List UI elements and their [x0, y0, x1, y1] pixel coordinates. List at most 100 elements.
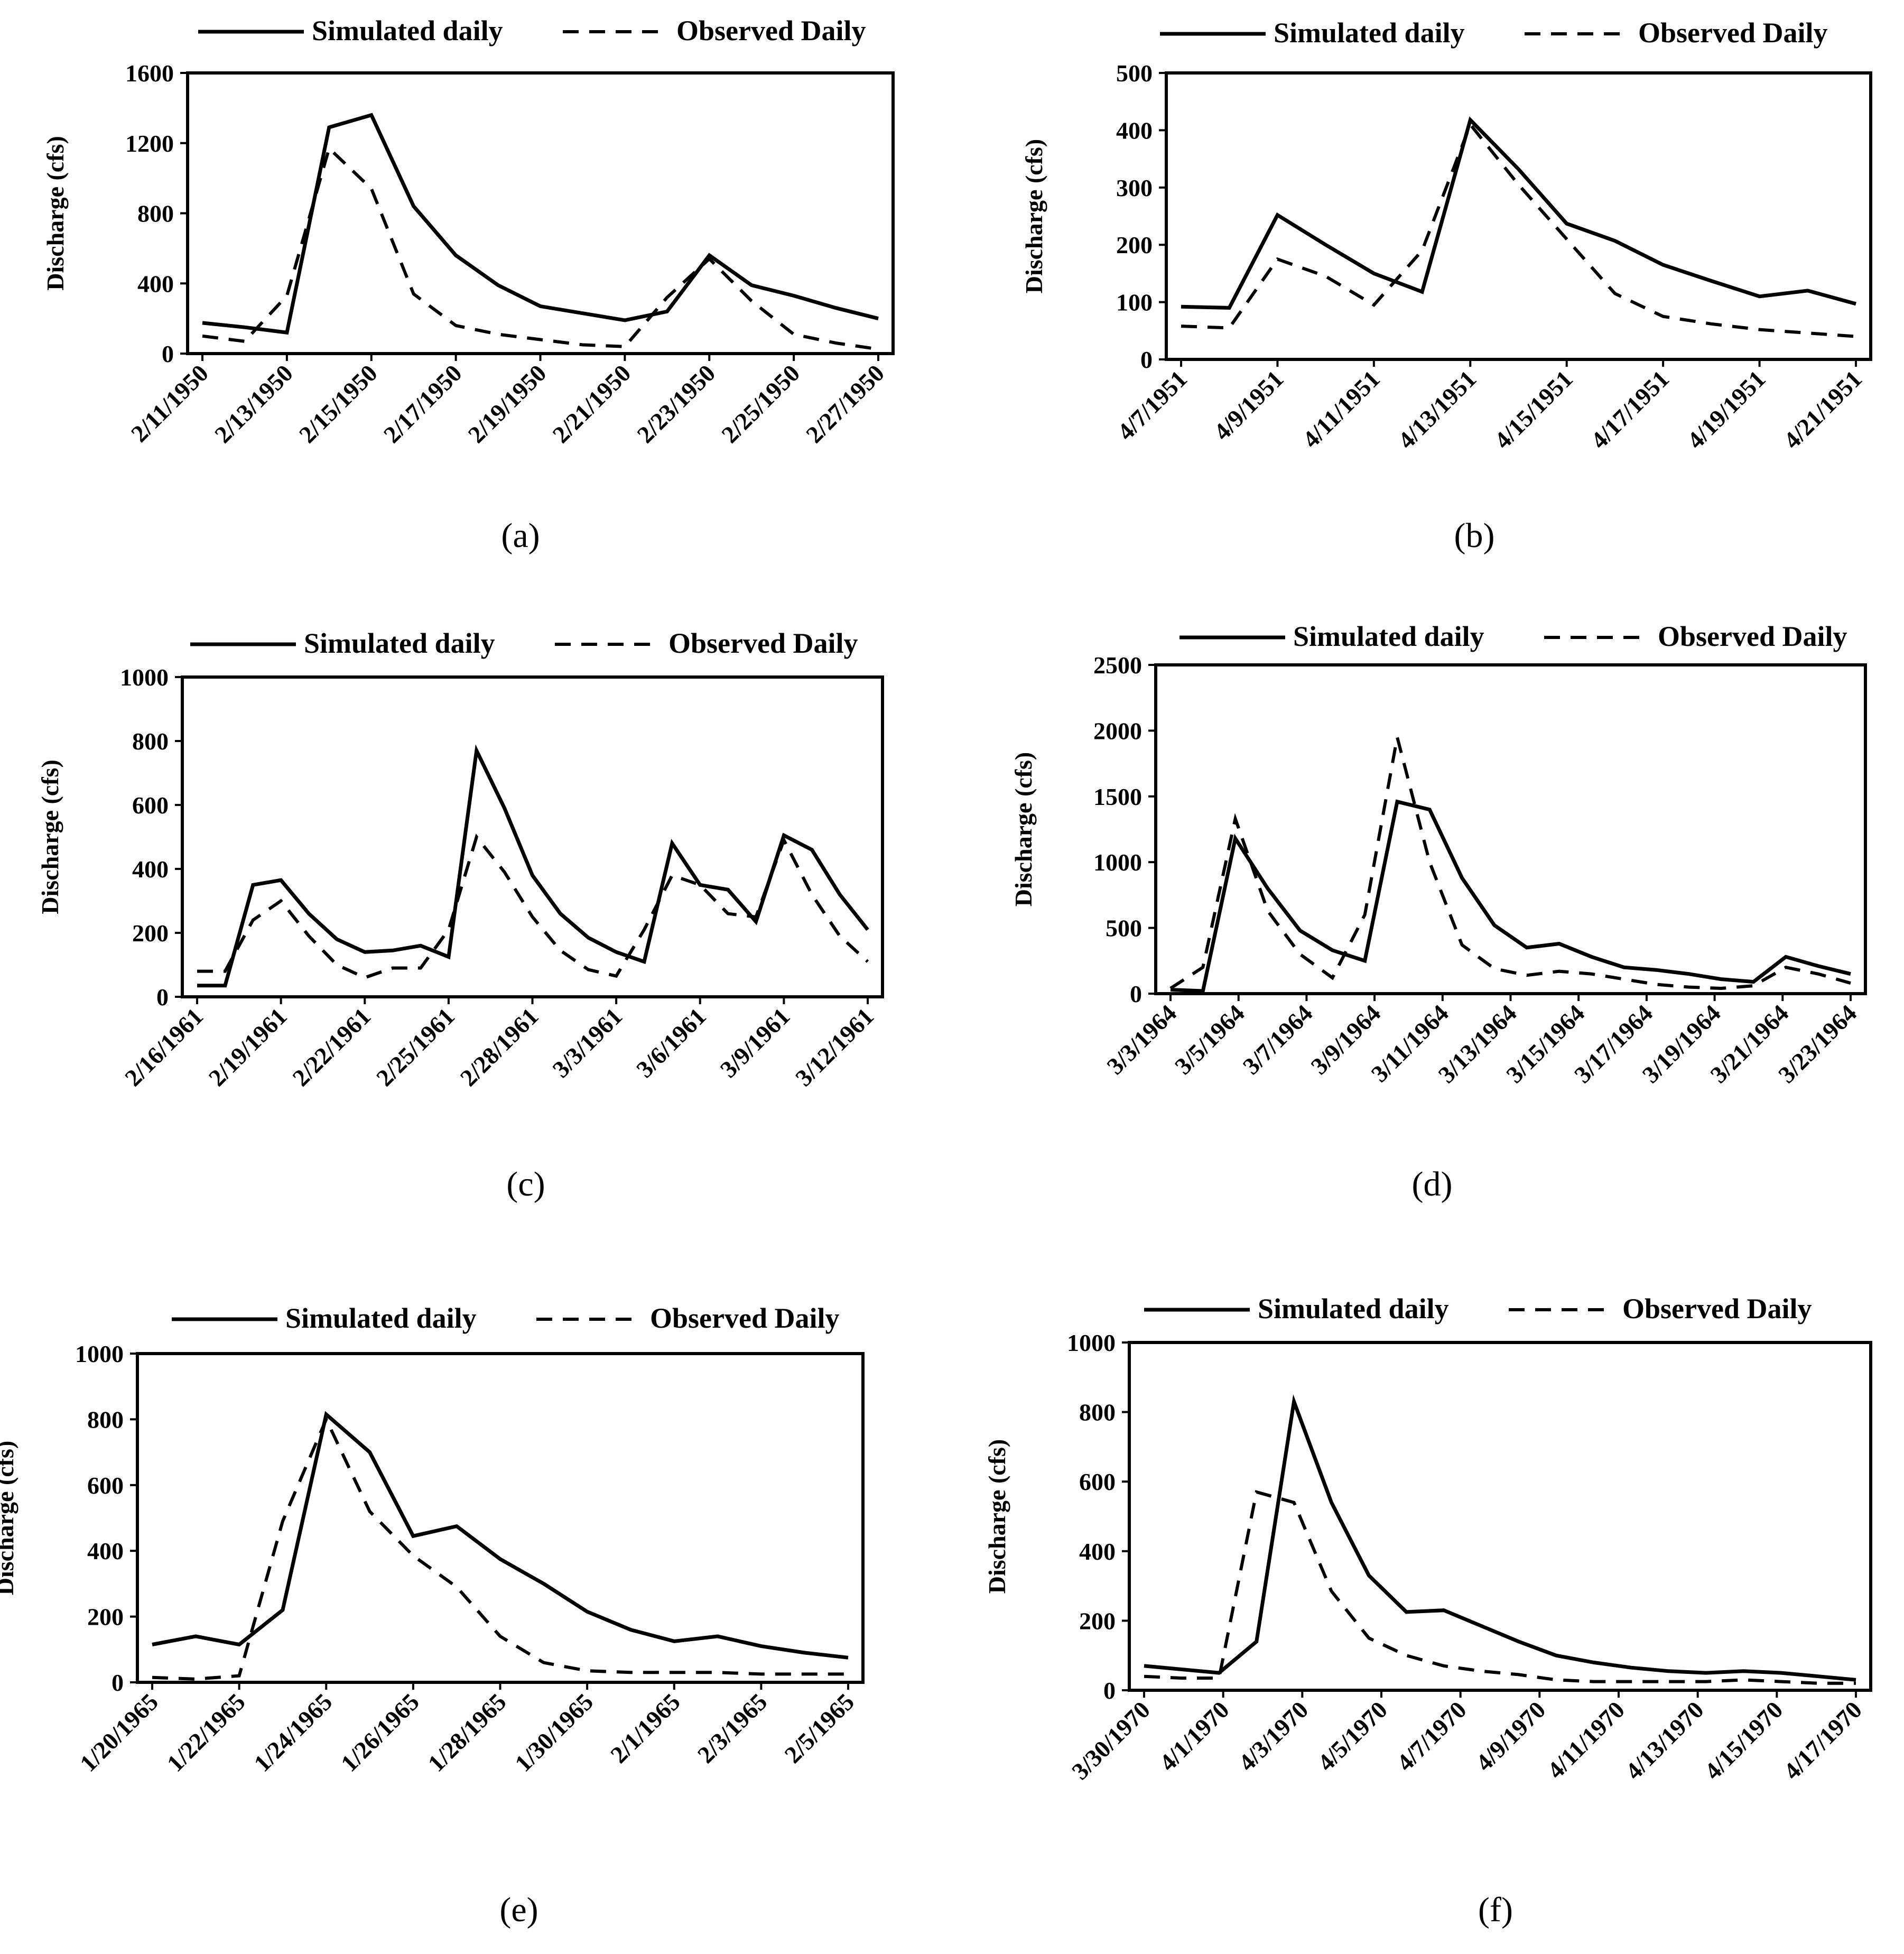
- series-line-observed: [152, 1415, 848, 1681]
- legend-label-simulated: Simulated daily: [304, 627, 495, 659]
- x-tick-label: 2/16/1961: [119, 1003, 208, 1091]
- x-tick-label: 3/12/1961: [790, 1003, 879, 1091]
- x-tick-label: 4/17/1951: [1585, 365, 1674, 454]
- y-tick-label: 0: [162, 340, 174, 367]
- y-tick-label: 1000: [120, 664, 169, 691]
- y-tick-label: 600: [132, 792, 169, 819]
- y-tick-label: 800: [137, 200, 174, 227]
- chart-panel-1: 0 400 800 1200 1600 2/11/19502/13/19502/15/19…: [42, 15, 895, 555]
- y-tick-label: 800: [87, 1406, 124, 1433]
- y-tick-label: 200: [1079, 1607, 1116, 1634]
- x-tick-label: 4/21/1951: [1778, 365, 1867, 454]
- legend-label-simulated: Simulated daily: [1293, 621, 1484, 652]
- y-tick-label: 400: [1079, 1538, 1116, 1565]
- x-tick-label: 4/7/1951: [1112, 365, 1192, 446]
- plot-frame: [1165, 71, 1872, 361]
- y-axis-label: Discharge (cfs): [36, 760, 63, 914]
- y-tick-label: 1600: [125, 60, 174, 87]
- y-tick-label: 1500: [1093, 783, 1142, 810]
- series-line-observed: [1169, 737, 1851, 990]
- chart-caption: (d): [1412, 1165, 1453, 1203]
- x-tick-label: 2/15/1950: [294, 359, 383, 448]
- x-tick-label: 4/11/1970: [1542, 1696, 1630, 1784]
- series-line-simulated: [197, 744, 869, 988]
- chart-panel-5: 0 200 400 600 800 1000 1/20/19651/22/19651/24/…: [0, 1302, 865, 1929]
- plot-frame: [136, 1352, 865, 1684]
- y-tick-label: 600: [87, 1472, 124, 1499]
- chart-caption: (f): [1478, 1891, 1513, 1929]
- y-axis-label: Discharge (cfs): [1020, 139, 1047, 294]
- legend-label-simulated: Simulated daily: [1274, 17, 1465, 49]
- x-tick-label: 3/7/1964: [1238, 999, 1318, 1080]
- x-tick-label: 2/19/1950: [463, 359, 552, 448]
- x-tick-label: 4/15/1951: [1489, 365, 1578, 454]
- y-tick-label: 200: [87, 1604, 124, 1631]
- legend-label-observed: Observed Daily: [650, 1302, 840, 1334]
- x-tick-label: 2/11/1950: [126, 359, 213, 447]
- x-tick-label: 1/30/1965: [509, 1688, 598, 1777]
- plot-frame: [1154, 663, 1867, 995]
- x-tick-label: 4/13/1970: [1620, 1696, 1709, 1785]
- x-tick-label: 2/19/1961: [203, 1003, 292, 1091]
- series-line-observed: [1144, 1490, 1856, 1685]
- plot-frame: [186, 71, 895, 355]
- x-tick-label: 2/22/1961: [287, 1003, 376, 1091]
- x-tick-label: 3/6/1961: [631, 1003, 711, 1083]
- chart-panel-4: 0 500 1000 1500 2000 2500 3/3/19643/5/19643/7/…: [1010, 621, 1867, 1203]
- chart-panel-2: 0 100 200 300 400 500 4/7/1951 4/9/1951 4/11/195…: [1020, 17, 1872, 555]
- x-tick-label: 4/1/1970: [1154, 1696, 1234, 1776]
- chart-panel-6: 0 200 400 600 800 1000 3/30/19704/1/19704/3/19…: [983, 1293, 1872, 1929]
- x-tick-label: 3/3/1961: [547, 1003, 627, 1083]
- x-tick-label: 4/3/1970: [1233, 1696, 1314, 1776]
- series-line-simulated: [1144, 1394, 1856, 1682]
- x-tick-label: 2/5/1965: [779, 1688, 859, 1768]
- x-tick-label: 4/5/1970: [1312, 1696, 1392, 1776]
- series-line-observed: [202, 145, 879, 351]
- x-tick-label: 2/28/1961: [455, 1003, 544, 1091]
- x-tick-label: 4/19/1951: [1682, 365, 1771, 454]
- x-tick-label: 2/25/1961: [371, 1003, 460, 1091]
- y-tick-label: 400: [87, 1538, 124, 1564]
- series-line-simulated: [152, 1411, 849, 1660]
- y-tick-label: 100: [1116, 289, 1153, 316]
- y-tick-label: 300: [1116, 174, 1153, 201]
- x-tick-label: 2/17/1950: [378, 359, 467, 448]
- y-tick-label: 1000: [1067, 1329, 1116, 1356]
- y-tick-label: 2000: [1093, 717, 1142, 744]
- x-tick-label: 4/7/1970: [1391, 1696, 1472, 1776]
- x-tick-label: 4/17/1970: [1778, 1696, 1867, 1785]
- x-tick-label: 1/26/1965: [336, 1688, 424, 1777]
- chart-caption: (e): [499, 1891, 538, 1929]
- y-tick-label: 2500: [1093, 652, 1142, 679]
- x-tick-label: 2/21/1950: [547, 359, 636, 448]
- y-tick-label: 1200: [125, 130, 174, 157]
- plot-frame: [1128, 1341, 1872, 1692]
- x-tick-label: 2/27/1950: [801, 359, 889, 448]
- y-tick-label: 0: [156, 984, 169, 1011]
- x-tick-label: 1/24/1965: [248, 1688, 337, 1777]
- x-tick-label: 3/5/1964: [1169, 999, 1250, 1080]
- y-tick-label: 800: [132, 728, 169, 755]
- legend-label-observed: Observed Daily: [676, 15, 866, 47]
- legend-label-observed: Observed Daily: [1622, 1293, 1812, 1325]
- y-tick-label: 600: [1079, 1468, 1116, 1495]
- x-tick-label: 1/22/1965: [162, 1688, 250, 1777]
- y-tick-label: 200: [132, 920, 169, 947]
- legend-label-observed: Observed Daily: [668, 627, 858, 659]
- y-tick-label: 500: [1116, 60, 1153, 87]
- x-tick-label: 2/25/1950: [716, 359, 805, 448]
- y-tick-label: 800: [1079, 1399, 1116, 1426]
- x-tick-label: 4/11/1951: [1297, 365, 1385, 453]
- x-tick-label: 3/3/1964: [1101, 999, 1182, 1080]
- series-line-observed: [1181, 121, 1856, 338]
- x-tick-label: 4/9/1951: [1209, 365, 1289, 446]
- y-tick-label: 500: [1106, 915, 1142, 942]
- series-line-simulated: [1181, 116, 1856, 310]
- x-tick-label: 2/3/1965: [692, 1688, 773, 1768]
- legend-label-simulated: Simulated daily: [312, 15, 503, 47]
- y-tick-label: 0: [1130, 980, 1142, 1007]
- chart-caption: (c): [506, 1165, 545, 1203]
- chart-panel-3: 0 200 400 600 800 1000 2/16/19612/19/19612/22/…: [36, 627, 884, 1203]
- x-tick-label: 4/9/1970: [1471, 1696, 1551, 1776]
- x-tick-label: 3/9/1961: [715, 1003, 795, 1083]
